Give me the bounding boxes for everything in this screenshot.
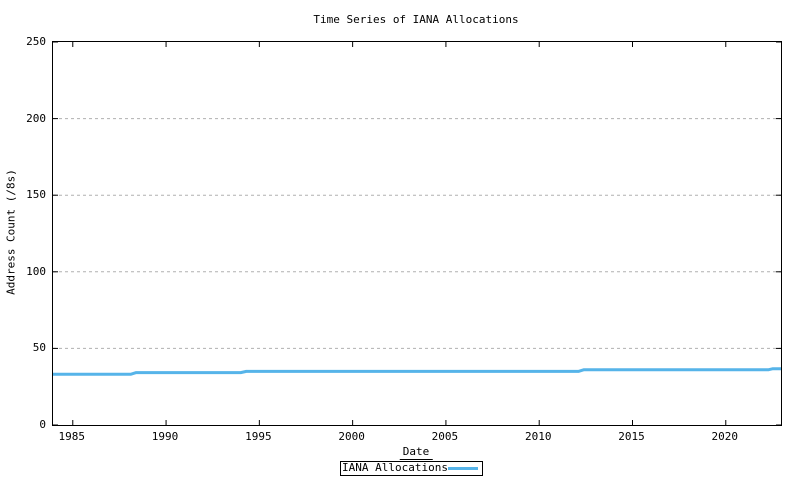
x-tick-label-2010: 2010 [524, 430, 552, 443]
x-tick-label-2000: 2000 [338, 430, 365, 443]
y-tick-label-50: 50 [32, 341, 46, 355]
legend-box: IANA Allocations [340, 461, 483, 476]
y-tick-label-200: 200 [26, 111, 46, 125]
x-tick-label-1990: 1990 [151, 430, 179, 443]
y-tick-label-150: 150 [26, 188, 46, 202]
y-tick-label-0: 0 [39, 418, 46, 431]
series-line-iana-allocations [53, 367, 781, 376]
x-tick-label-2020: 2020 [711, 430, 739, 443]
x-tick-label-2005: 2005 [431, 430, 459, 443]
y-tick-label-250: 250 [26, 35, 46, 48]
y-tick-label-100: 100 [26, 264, 46, 278]
chart-title: Time Series of IANA Allocations [313, 13, 519, 26]
x-tick-label-2015: 2015 [618, 430, 645, 443]
legend-line-sample [448, 467, 478, 470]
plot-canvas [53, 42, 781, 425]
x-tick-label-1985: 1985 [58, 430, 86, 443]
legend-entry-label: IANA Allocations [342, 461, 448, 474]
plot-area [52, 41, 782, 426]
x-axis-label: Date [399, 445, 433, 460]
x-tick-label-1995: 1995 [245, 430, 272, 443]
